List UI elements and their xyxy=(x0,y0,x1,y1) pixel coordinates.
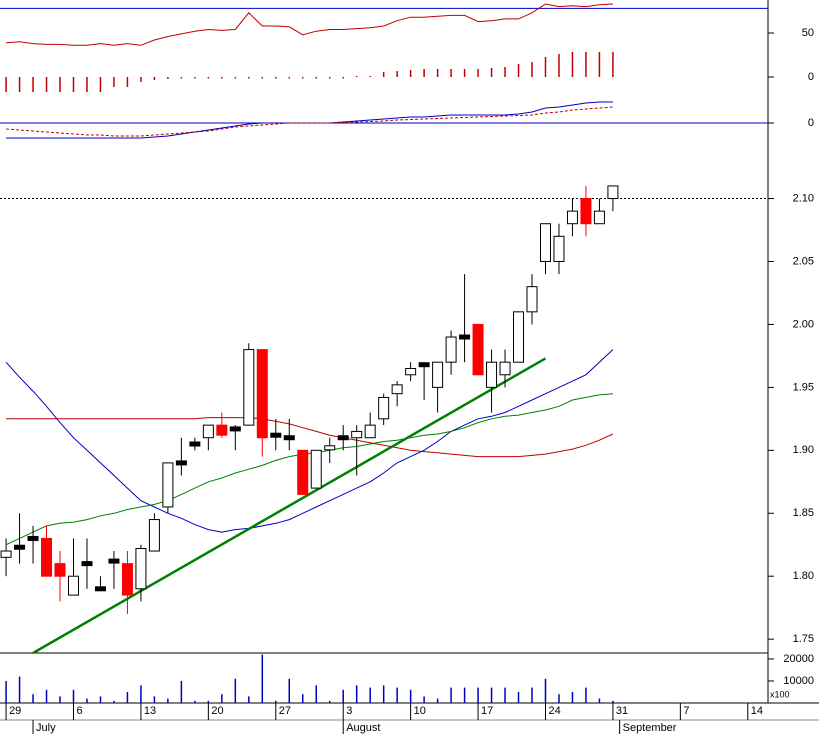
candle-body xyxy=(324,445,336,451)
candle-body xyxy=(526,286,538,313)
candle-body xyxy=(189,441,201,447)
y-tick-label: 0 xyxy=(808,117,814,129)
candle-body xyxy=(405,367,417,376)
candle-body xyxy=(41,537,53,577)
x-tick-label: 24 xyxy=(548,705,560,717)
candle-body xyxy=(459,334,471,340)
candle-body xyxy=(202,424,214,439)
y-tick-label: 20000 xyxy=(783,653,814,665)
candle-body xyxy=(391,384,403,395)
candle-body xyxy=(499,361,511,376)
candle-body xyxy=(229,426,241,432)
candle-body xyxy=(472,323,484,376)
y-tick-label: 50 xyxy=(802,27,814,39)
candle-body xyxy=(14,544,26,550)
x-tick-label: 20 xyxy=(211,705,223,717)
candle-body xyxy=(256,349,268,439)
candle-body xyxy=(94,586,106,592)
y-tick-label: 1.85 xyxy=(793,507,814,519)
month-label: July xyxy=(36,722,56,734)
candle-body xyxy=(418,362,430,368)
moving-average xyxy=(6,417,614,458)
unit-label: x100 xyxy=(770,689,790,699)
candle-body xyxy=(513,311,525,363)
x-tick-label: 10 xyxy=(414,705,426,717)
candle-body xyxy=(108,558,120,564)
y-tick-label: 0 xyxy=(808,71,814,83)
candle-body xyxy=(162,462,174,508)
candle-body xyxy=(283,435,295,441)
candle-body xyxy=(486,361,498,388)
candle-body xyxy=(566,210,578,225)
candle-body xyxy=(216,424,228,436)
x-tick-label: 7 xyxy=(683,705,689,717)
candle-body xyxy=(148,519,160,552)
month-label: September xyxy=(623,722,677,734)
x-tick-label: 31 xyxy=(616,705,628,717)
candle-body xyxy=(553,235,565,262)
candle-body xyxy=(432,361,444,388)
y-tick-label: 10000 xyxy=(783,675,814,687)
x-tick-label: 27 xyxy=(279,705,291,717)
y-tick-label: 1.80 xyxy=(793,570,814,582)
trendline xyxy=(32,357,547,655)
candle-body xyxy=(337,435,349,441)
candle-body xyxy=(607,185,619,200)
x-tick-label: 29 xyxy=(9,705,21,717)
candle-body xyxy=(270,432,282,438)
candle-body xyxy=(364,424,376,439)
y-tick-label: 1.95 xyxy=(793,381,814,393)
y-tick-label: 1.90 xyxy=(793,444,814,456)
x-tick-label: 14 xyxy=(751,705,763,717)
candle-body xyxy=(580,198,592,225)
indicator-line xyxy=(6,101,613,139)
candle-body xyxy=(378,396,390,420)
x-tick-label: 17 xyxy=(481,705,493,717)
y-tick-label: 2.10 xyxy=(793,192,814,204)
x-tick-label: 6 xyxy=(76,705,82,717)
y-tick-label: 2.05 xyxy=(793,255,814,267)
candle-body xyxy=(539,223,551,262)
x-tick-label: 3 xyxy=(346,705,352,717)
candle-body xyxy=(593,210,605,225)
candle-body xyxy=(81,561,93,567)
x-tick-label: 13 xyxy=(144,705,156,717)
candle-body xyxy=(67,575,79,596)
candle-body xyxy=(297,449,309,495)
candle-body xyxy=(121,563,133,596)
y-tick-label: 2.00 xyxy=(793,318,814,330)
candle-body xyxy=(54,563,66,577)
candle-body xyxy=(27,535,39,541)
candle-body xyxy=(135,548,147,590)
indicator-line xyxy=(6,3,613,46)
moving-average xyxy=(5,349,614,533)
indicator-line xyxy=(6,106,613,137)
y-tick-label: 1.75 xyxy=(793,633,814,645)
candle-body xyxy=(0,550,12,558)
candle-body xyxy=(310,449,322,489)
moving-average xyxy=(5,393,613,546)
candle-body xyxy=(175,460,187,466)
month-label: August xyxy=(346,722,380,734)
candle-body xyxy=(243,349,255,426)
candle-body xyxy=(351,430,363,439)
candle-body xyxy=(445,336,457,363)
